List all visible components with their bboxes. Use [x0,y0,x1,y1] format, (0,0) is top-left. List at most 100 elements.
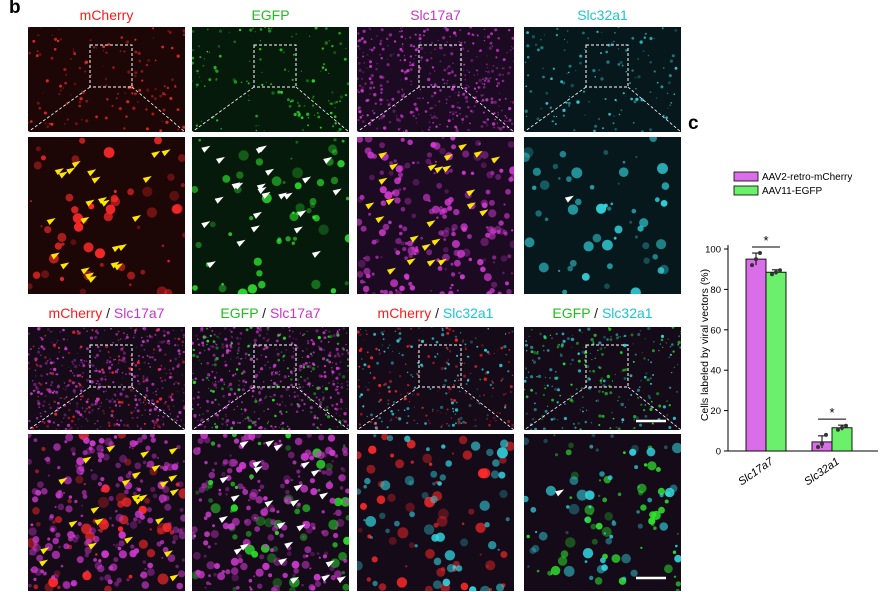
cell-spot [164,379,167,382]
cell-spot [323,580,327,584]
cell-spot [149,528,152,531]
cell-spot [174,337,177,340]
cell-spot [343,536,349,545]
cell-spot [655,467,661,472]
cell-spot [227,400,231,403]
cell-spot [317,345,320,348]
cell-spot [649,128,652,132]
arrowhead-marker [85,272,95,280]
cell-spot [329,335,333,339]
cell-spot [501,377,504,381]
cell-spot [464,346,467,349]
cell-spot [550,418,554,421]
cell-spot [145,378,149,382]
cell-spot [86,419,89,422]
cell-spot [41,446,46,452]
cell-spot [302,521,307,526]
cell-spot [203,425,207,428]
cell-spot [334,107,336,109]
cell-spot [250,477,253,480]
cell-spot [292,573,296,577]
cell-spot [480,199,488,207]
cell-spot [418,339,421,342]
cell-spot [474,418,477,421]
cell-spot [310,339,313,342]
arrowhead-marker [555,489,565,497]
cell-spot [28,353,30,356]
header-part-b: Slc17a7 [113,305,165,321]
cell-spot [76,457,85,466]
cell-spot [145,108,148,111]
cell-spot [416,97,419,99]
cell-spot [504,213,510,219]
cell-spot [552,67,555,70]
cell-spot [317,488,321,492]
cell-spot [112,66,115,69]
cell-spot [659,264,669,275]
cell-spot [416,77,419,80]
cell-spot [468,508,475,515]
cell-spot [391,97,395,101]
cell-spot [599,347,603,351]
cell-spot [404,241,409,246]
cell-spot [380,91,383,95]
cell-spot [568,503,580,515]
arrowhead-marker [155,517,165,525]
data-point [770,272,774,277]
cell-spot [357,271,364,278]
cell-spot [473,87,476,90]
cell-spot [376,62,378,65]
cell-spot [112,381,115,384]
cell-spot [211,330,214,332]
cell-spot [531,35,535,39]
cell-spot [117,546,122,551]
cell-spot [366,67,368,69]
cell-spot [141,340,145,344]
cell-spot [401,43,404,45]
cell-spot [360,89,364,93]
cell-spot [458,390,461,393]
cell-spot [386,426,389,429]
cell-spot [337,382,339,384]
cell-spot [157,342,159,344]
cell-spot [406,345,409,348]
cell-spot [280,412,283,415]
cell-spot [430,41,434,45]
cell-spot [589,185,595,190]
cell-spot [667,81,671,85]
cell-spot [138,89,142,92]
cell-spot [37,402,41,406]
cell-spot [489,383,492,387]
cell-spot [317,115,321,119]
cell-spot [288,329,291,332]
cell-spot [53,48,57,51]
cell-spot [295,140,299,144]
cell-spot [602,379,606,383]
cell-spot [258,280,266,289]
cell-spot [432,410,434,412]
cell-spot [83,327,85,329]
cell-spot [75,475,84,484]
cell-spot [80,345,83,348]
cell-spot [302,363,306,367]
cell-spot [59,38,62,41]
cell-spot [337,407,340,410]
cell-spot [511,46,513,48]
data-point [758,251,762,256]
cell-spot [620,402,624,407]
cell-spot [397,128,400,131]
cell-spot [124,50,126,52]
cell-spot [400,35,404,38]
cell-spot [64,427,68,430]
cell-spot [50,372,55,376]
cell-spot [124,489,129,495]
cell-spot [270,425,273,428]
micrograph-panel [524,327,681,430]
cell-spot [364,137,373,143]
arrowhead-marker [90,506,100,514]
arrowhead-marker [265,168,275,176]
panel-label-c: c [688,113,699,134]
cell-spot [567,265,573,272]
micrograph-image [357,27,514,132]
cell-spot [629,448,637,456]
